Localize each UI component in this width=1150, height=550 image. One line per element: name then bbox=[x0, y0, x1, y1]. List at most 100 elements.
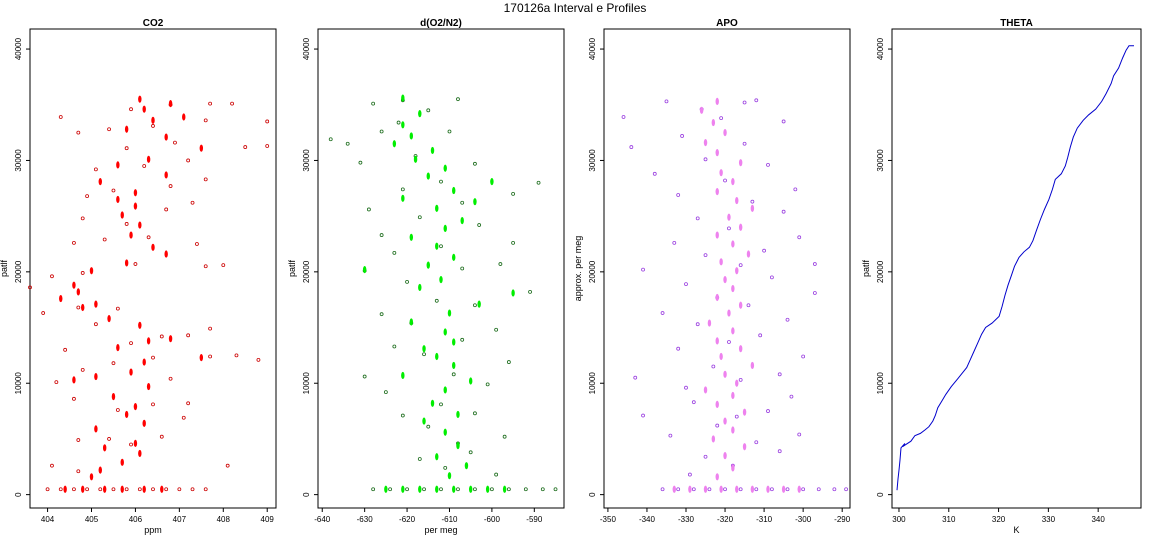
data-point bbox=[80, 367, 85, 372]
y-axis-label: patlf bbox=[0, 259, 9, 277]
data-point bbox=[738, 263, 743, 268]
data-point-filled bbox=[473, 198, 477, 206]
y-tick-label: 30000 bbox=[588, 149, 597, 172]
data-point-filled bbox=[72, 376, 76, 384]
data-point bbox=[177, 487, 182, 492]
data-point-filled bbox=[715, 97, 719, 106]
data-point bbox=[711, 364, 716, 369]
data-point bbox=[703, 157, 708, 162]
data-point bbox=[76, 469, 81, 474]
data-point bbox=[684, 385, 688, 390]
data-point bbox=[793, 187, 798, 192]
data-point-filled bbox=[703, 485, 708, 493]
data-point bbox=[473, 487, 477, 492]
data-point bbox=[676, 346, 681, 351]
data-point bbox=[816, 487, 821, 492]
data-point bbox=[426, 424, 431, 429]
data-point bbox=[660, 487, 665, 492]
data-point bbox=[142, 164, 147, 168]
data-point-filled bbox=[164, 171, 168, 179]
data-point bbox=[124, 222, 129, 226]
data-point bbox=[680, 134, 684, 138]
data-point-filled bbox=[452, 253, 456, 261]
data-point bbox=[754, 440, 759, 445]
data-point bbox=[451, 372, 456, 377]
data-point bbox=[230, 101, 234, 106]
data-point bbox=[58, 115, 63, 119]
data-point bbox=[111, 361, 116, 366]
data-point bbox=[727, 340, 731, 344]
y-axis-label: patlf bbox=[861, 259, 871, 277]
data-point bbox=[754, 98, 759, 103]
data-point-filled bbox=[688, 485, 692, 493]
data-point-filled bbox=[94, 372, 98, 381]
x-tick-label: -610 bbox=[441, 515, 458, 524]
data-point-filled bbox=[711, 435, 716, 443]
data-point bbox=[511, 191, 516, 196]
data-point bbox=[695, 322, 700, 327]
data-point-filled bbox=[490, 178, 494, 186]
x-tick-label: 340 bbox=[1091, 515, 1105, 524]
data-point-filled bbox=[452, 361, 456, 370]
data-point bbox=[812, 262, 817, 266]
panel-title: CO2 bbox=[143, 18, 164, 29]
data-point bbox=[379, 312, 384, 317]
data-point-filled bbox=[94, 300, 98, 308]
data-point bbox=[85, 487, 90, 492]
y-tick-label: 10000 bbox=[14, 372, 23, 395]
data-point bbox=[832, 487, 837, 492]
data-point bbox=[146, 235, 151, 240]
data-point-filled bbox=[102, 485, 107, 493]
data-point bbox=[460, 337, 465, 342]
data-point bbox=[668, 433, 673, 438]
data-point-filled bbox=[485, 485, 490, 493]
data-point bbox=[76, 438, 81, 442]
data-point-filled bbox=[76, 288, 81, 296]
data-point-filled bbox=[738, 159, 743, 167]
data-point-filled bbox=[401, 194, 405, 202]
data-point-filled bbox=[401, 121, 405, 129]
data-point-filled bbox=[435, 242, 439, 250]
data-point bbox=[164, 487, 169, 492]
data-point bbox=[72, 240, 76, 245]
y-tick-label: 0 bbox=[876, 492, 885, 497]
data-point-filled bbox=[468, 377, 473, 385]
data-point-filled bbox=[199, 354, 204, 362]
data-point-filled bbox=[443, 386, 447, 394]
data-point-filled bbox=[426, 261, 430, 269]
x-tick-label: 320 bbox=[992, 515, 1006, 524]
data-point bbox=[85, 194, 90, 198]
data-point bbox=[621, 115, 626, 119]
data-point-filled bbox=[719, 485, 723, 493]
data-point bbox=[129, 107, 133, 112]
x-axis-label: per meg bbox=[424, 525, 457, 535]
data-point-filled bbox=[715, 149, 719, 157]
data-point bbox=[797, 432, 802, 437]
data-point bbox=[676, 487, 681, 492]
data-point-filled bbox=[94, 425, 98, 433]
data-point-filled bbox=[452, 485, 456, 493]
data-point-filled bbox=[719, 258, 723, 266]
data-point bbox=[41, 311, 46, 315]
data-point bbox=[371, 487, 376, 492]
data-point-filled bbox=[138, 321, 142, 329]
data-point-filled bbox=[124, 259, 129, 267]
data-point bbox=[781, 209, 786, 214]
data-point-filled bbox=[418, 283, 422, 292]
data-point bbox=[50, 463, 54, 468]
data-point bbox=[93, 322, 98, 327]
x-tick-label: 404 bbox=[41, 515, 55, 524]
x-tick-label: -340 bbox=[639, 515, 656, 524]
data-point-filled bbox=[89, 473, 94, 481]
data-point bbox=[801, 354, 806, 359]
data-point-filled bbox=[727, 309, 731, 317]
data-point bbox=[98, 487, 103, 492]
data-point-filled bbox=[456, 410, 460, 419]
data-point bbox=[738, 487, 743, 492]
data-point bbox=[473, 411, 477, 416]
data-point-filled bbox=[746, 250, 751, 258]
data-point-filled bbox=[452, 338, 456, 346]
data-point-filled bbox=[168, 335, 173, 343]
data-point-filled bbox=[430, 146, 435, 155]
